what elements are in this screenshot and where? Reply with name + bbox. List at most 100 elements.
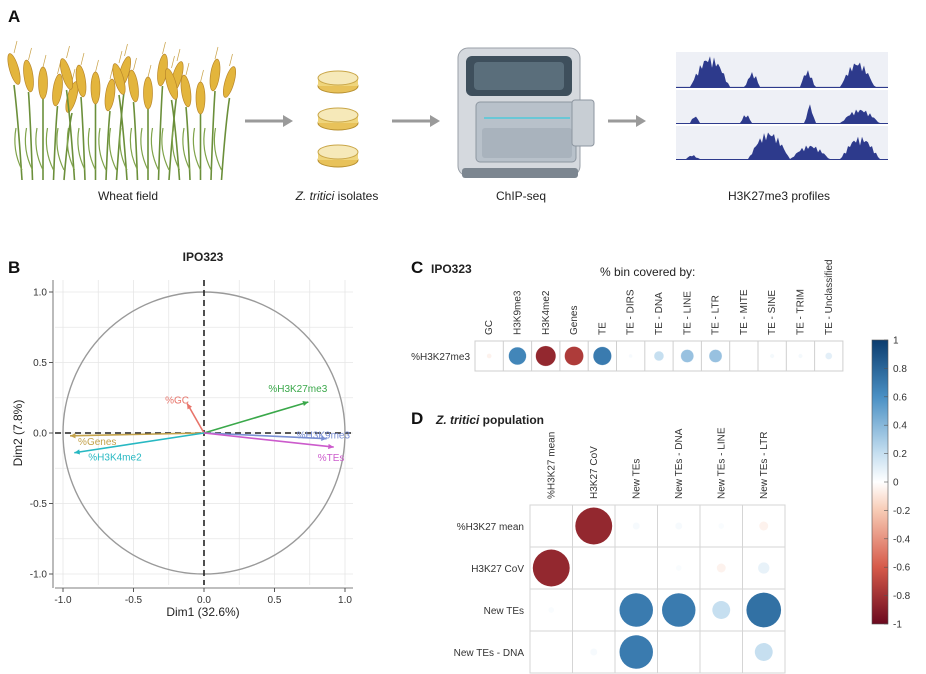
panel-d-title: Z. tritici population (435, 413, 544, 427)
workflow-arrows (245, 115, 646, 127)
pca-x-tick-label: 0.5 (268, 595, 282, 606)
column-label: GC (484, 320, 495, 335)
colorbar-tick: 0.2 (893, 449, 907, 460)
step-label-profiles: H3K27me3 profiles (728, 189, 830, 203)
petri-dishes-illustration (317, 70, 359, 168)
row-label: %H3K27me3 (411, 352, 470, 363)
colorbar-tick: -0.6 (893, 563, 911, 574)
column-label: New TEs (631, 459, 642, 499)
correlation-circle-d (718, 523, 725, 529)
column-label: TE - DIRS (626, 289, 637, 335)
pca-arrowhead (321, 435, 327, 441)
correlation-circle-d (575, 507, 613, 545)
correlation-circle-d (532, 549, 570, 587)
correlation-circle-c (708, 349, 723, 363)
correlation-circle-d (675, 522, 683, 530)
row-label: H3K27 CoV (471, 564, 524, 575)
panel-c-title: IPO323 (431, 262, 472, 276)
pca-arrow-label: %H3K27me3 (268, 384, 327, 395)
pca-arrow (186, 402, 205, 434)
panel-a-letter: A (8, 7, 20, 26)
pca-x-tick-label: -1.0 (54, 595, 72, 606)
pca-y-tick-label: 0.5 (33, 358, 47, 369)
pca-arrow-label: %H3K4me2 (88, 453, 142, 464)
correlation-circle-d (746, 592, 782, 628)
pca-title: IPO323 (183, 250, 224, 264)
correlation-circle-d (759, 521, 769, 531)
column-label: New TEs - LINE (716, 427, 727, 499)
colorbar-tick: 0.4 (893, 421, 907, 432)
row-label: New TEs (484, 606, 524, 617)
step-label-chip-seq: ChIP-seq (496, 189, 546, 203)
colorbar-tick: -0.2 (893, 506, 911, 517)
column-label: H3K9me3 (512, 290, 523, 335)
correlation-circle-d (619, 635, 653, 669)
correlation-circle-d (754, 643, 773, 661)
pca-arrow (203, 432, 334, 448)
column-label: TE - LTR (711, 295, 722, 335)
colorbar-tick: 0 (893, 478, 899, 489)
pca-tick-labels: -1.0 -0.5 0.0 0.5 1.0 1.0 0.5 0.0 -0.5 -1.0 (30, 288, 353, 607)
correlation-circle-c (535, 345, 557, 367)
correlation-circle-c (653, 350, 665, 362)
correlation-circle-d (675, 565, 682, 571)
correlation-circle-c (628, 353, 633, 359)
column-label: H3K4me2 (541, 290, 552, 335)
panel-c-letter: C (411, 258, 423, 277)
panel-c-subtitle: % bin covered by: (600, 265, 695, 279)
pca-x-tick-label: 0.0 (197, 595, 211, 606)
correlation-circle-d (619, 593, 653, 627)
correlation-matrix-d: %H3K27 mean H3K27 CoV New TEs New TEs - DNA… (454, 427, 786, 674)
correlation-circle-d (716, 563, 726, 573)
pca-arrow (203, 432, 327, 440)
pca-arrow-label: %H3K9me3 (297, 431, 351, 442)
colorbar-tick: 0.6 (893, 392, 907, 403)
correlation-circle-d (548, 607, 555, 613)
row-label: %H3K27 mean (457, 522, 524, 533)
pca-arrow-label: %GC (165, 395, 189, 406)
colorbar-tick: 0.8 (893, 364, 907, 375)
panel-b-letter: B (8, 258, 20, 277)
column-label: %H3K27 mean (546, 432, 557, 499)
column-label: H3K27 CoV (589, 446, 600, 499)
wheat-field-illustration (7, 40, 237, 181)
correlation-circle-d (590, 648, 598, 656)
sequencer-illustration (457, 47, 595, 178)
correlation-circle-c (592, 346, 612, 366)
panel-d-letter: D (411, 409, 423, 428)
pca-arrow-label: %Genes (78, 437, 116, 448)
correlation-circle-c (742, 354, 746, 358)
colorbar-tick: 1 (893, 336, 899, 347)
correlation-circle-c (798, 353, 803, 359)
correlation-matrix-c: GC H3K9me3 H3K4me2 Genes TE TE - DIRS TE - DNA… (411, 259, 844, 372)
column-label: TE - SINE (767, 290, 778, 335)
pca-arrowhead (70, 433, 76, 439)
step-label-wheat-field: Wheat field (98, 189, 158, 203)
correlation-circle-c (769, 353, 775, 359)
pca-arrowhead (74, 449, 81, 455)
correlation-circle-c (486, 353, 492, 359)
column-label: New TEs - LTR (759, 432, 770, 499)
correlation-circle-d (632, 522, 640, 530)
pca-y-axis-label: Dim2 (7.8%) (11, 400, 25, 467)
pca-x-axis-label: Dim1 (32.6%) (166, 605, 239, 619)
correlation-circle-d (758, 562, 770, 574)
pca-y-tick-label: 0.0 (33, 429, 47, 440)
colorbar-tick-labels: 1 0.8 0.6 0.4 0.2 0 -0.2 -0.4 -0.6 -0.8 -1 (884, 336, 911, 631)
pca-arrow (203, 401, 309, 434)
column-label: TE (597, 322, 608, 335)
pca-arrow (74, 432, 205, 454)
column-label: TE - DNA (654, 292, 665, 335)
colorbar-tick: -0.8 (893, 591, 911, 602)
column-label: Genes (569, 306, 580, 335)
pca-arrowhead (187, 403, 193, 410)
pca-loading-arrows: %H3K27me3 %GC %Genes %H3K4me2 %H3K9me3 %TEs (70, 384, 350, 464)
pca-arrow-label: %TEs (318, 453, 345, 464)
correlation-circle-d (712, 601, 731, 619)
colorbar-tick: -1 (893, 620, 902, 631)
pca-y-tick-label: -0.5 (30, 499, 48, 510)
pca-arrowhead (302, 401, 309, 407)
colorbar-tick: -0.4 (893, 534, 911, 545)
h3k27me3-profile-tracks (676, 52, 888, 160)
